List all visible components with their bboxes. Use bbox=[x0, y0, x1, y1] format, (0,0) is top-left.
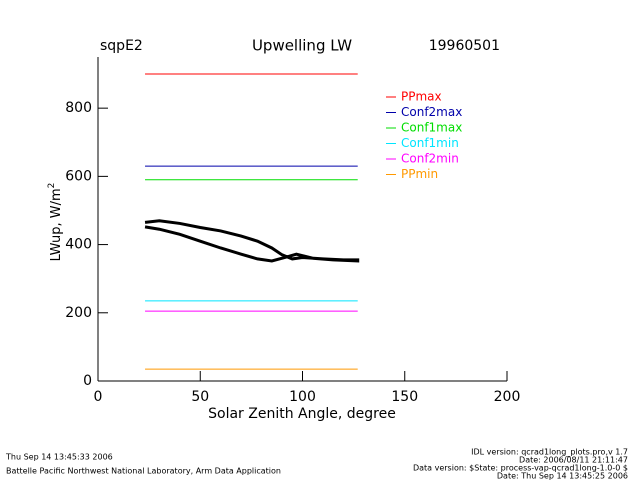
y-tick-label: 0 bbox=[83, 373, 92, 389]
footer-idl-date: Date: 2006/08/11 21:11:47 bbox=[519, 456, 628, 465]
x-tick-label: 100 bbox=[289, 389, 316, 405]
footer-data-date: Date: Thu Sep 14 13:45:25 2006 bbox=[497, 472, 628, 480]
legend-label: Conf2max bbox=[401, 105, 462, 119]
legend-label: PPmax bbox=[401, 90, 442, 104]
x-tick-label: 200 bbox=[494, 389, 521, 405]
date-label: 19960501 bbox=[429, 38, 500, 54]
y-tick-label: 200 bbox=[65, 305, 92, 321]
x-tick-label: 50 bbox=[191, 389, 209, 405]
x-axis-label: Solar Zenith Angle, degree bbox=[208, 406, 396, 422]
legend-label: Conf1max bbox=[401, 121, 462, 135]
footer-printed: Thu Sep 14 13:45:33 2006 bbox=[5, 453, 113, 462]
y-tick-label: 800 bbox=[65, 100, 92, 116]
legend-label: PPmin bbox=[401, 167, 438, 181]
footer-data-version: Data version: $State: process-vap-qcrad1… bbox=[413, 464, 628, 473]
data-line bbox=[144, 219, 360, 263]
y-tick-label: 600 bbox=[65, 168, 92, 184]
footer-idl-version: IDL version: qcrad1long_plots.pro,v 1.7 bbox=[471, 448, 628, 457]
y-tick-label: 400 bbox=[65, 237, 92, 253]
x-tick-label: 0 bbox=[94, 389, 103, 405]
y-axis-label: LWup, W/m2 bbox=[47, 183, 64, 262]
footer-lab: Battelle Pacific Northwest National Labo… bbox=[6, 467, 281, 476]
site-label: sqpE2 bbox=[100, 38, 143, 54]
chart-title: Upwelling LW bbox=[252, 37, 352, 55]
y-axis-label-text: LWup, W/m bbox=[49, 188, 64, 261]
x-tick-label: 150 bbox=[391, 389, 418, 405]
legend-label: Conf1min bbox=[401, 136, 459, 150]
legend-label: Conf2min bbox=[401, 152, 459, 166]
y-axis-label-sup: 2 bbox=[47, 183, 57, 189]
